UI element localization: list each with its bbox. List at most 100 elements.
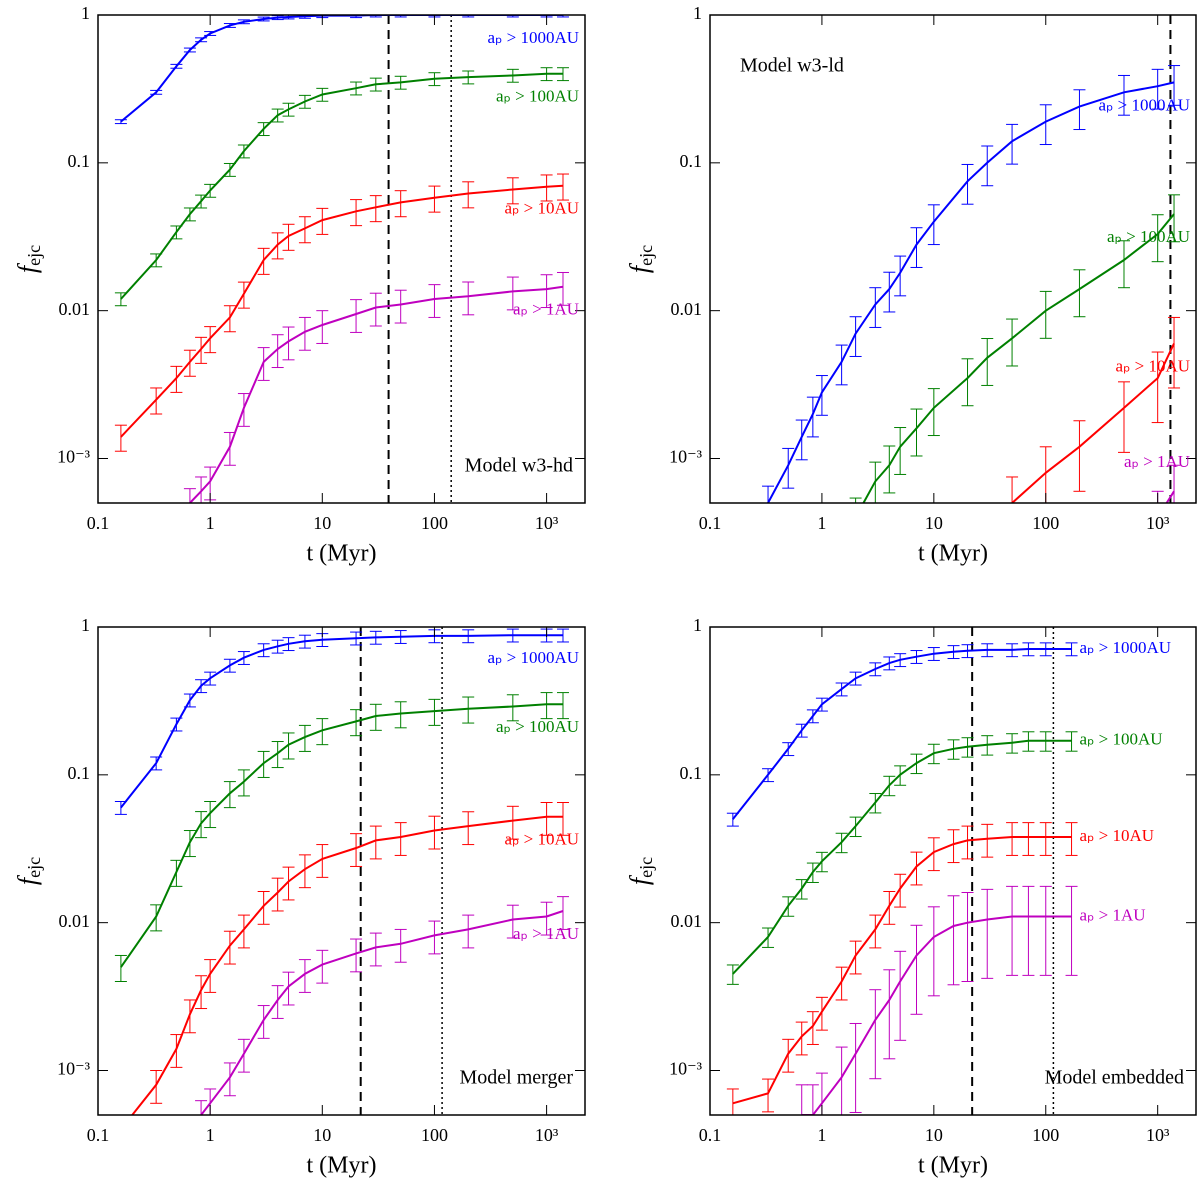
- x-tick-label: 1: [817, 1125, 826, 1145]
- error-bar: [257, 890, 270, 925]
- error-bar: [869, 989, 882, 1080]
- error-bar: [961, 358, 974, 407]
- y-tick-label: 0.01: [671, 911, 703, 931]
- error-bar: [462, 696, 475, 724]
- error-bar: [183, 488, 196, 503]
- error-bar: [1065, 642, 1078, 657]
- error-bar: [316, 718, 329, 746]
- error-bar: [1006, 318, 1019, 367]
- error-bar: [428, 185, 441, 213]
- axes-frame: [97, 626, 586, 1116]
- series-line: [801, 915, 1072, 1115]
- error-bar: [114, 424, 127, 452]
- plot-area: [114, 627, 569, 1115]
- series-line: [120, 634, 563, 809]
- series-line: [130, 815, 563, 1115]
- y-axis-label: fejc: [13, 245, 44, 273]
- y-axis-label: fejc: [625, 857, 656, 885]
- plot-area: [114, 15, 569, 503]
- error-bar: [981, 145, 994, 187]
- error-bar: [316, 949, 329, 984]
- y-tick-label: 1: [693, 3, 702, 23]
- error-bar: [369, 703, 382, 731]
- series-line: [120, 72, 563, 300]
- plot-area: [762, 15, 1181, 503]
- series-line: [120, 15, 563, 123]
- error-bar: [894, 427, 907, 475]
- error-bar: [1039, 104, 1052, 146]
- error-bar: [1022, 822, 1035, 856]
- annotation: Model merger: [460, 1067, 574, 1089]
- series-label: aₚ > 1000AU: [488, 648, 579, 667]
- x-axis-label: t (Myr): [918, 1153, 988, 1179]
- annotation: Model w3-hd: [465, 455, 573, 477]
- error-bar: [815, 375, 828, 416]
- error-bar: [806, 396, 819, 438]
- error-bar: [428, 284, 441, 318]
- series-label: aₚ > 100AU: [496, 87, 579, 106]
- error-bar: [1039, 446, 1052, 503]
- error-bar: [506, 805, 519, 840]
- x-tick-label: 10³: [1146, 1125, 1170, 1145]
- y-tick-label: 1: [81, 615, 90, 635]
- error-bar: [369, 195, 382, 223]
- error-bar: [815, 996, 828, 1031]
- error-bar: [835, 344, 848, 386]
- error-bar: [271, 334, 284, 369]
- y-tick-label: 10⁻³: [57, 447, 91, 467]
- error-bar: [350, 938, 363, 973]
- error-bar: [223, 930, 236, 965]
- error-bar: [1065, 885, 1078, 976]
- error-bar: [114, 954, 127, 982]
- error-bar: [726, 1088, 739, 1115]
- error-bar: [282, 866, 295, 901]
- error-bar: [394, 289, 407, 324]
- error-bar: [298, 724, 311, 752]
- error-bar: [894, 873, 907, 908]
- x-tick-label: 10: [925, 1125, 943, 1145]
- error-bar: [556, 271, 569, 306]
- error-bar: [195, 476, 208, 503]
- error-bar: [223, 1062, 236, 1097]
- error-bar: [806, 1084, 819, 1115]
- error-bar: [910, 408, 923, 457]
- error-bar: [271, 877, 284, 912]
- x-tick-label: 10: [313, 513, 331, 533]
- error-bar: [1006, 822, 1019, 856]
- error-bar: [1168, 464, 1181, 503]
- error-bar: [927, 837, 940, 872]
- error-bar: [806, 1011, 819, 1045]
- error-bar: [849, 316, 862, 357]
- error-bar: [271, 741, 284, 769]
- y-tick-label: 0.01: [59, 911, 91, 931]
- error-bar: [195, 1100, 208, 1115]
- error-bar: [556, 692, 569, 720]
- annotation: Model w3-ld: [740, 55, 844, 77]
- error-bar: [316, 310, 329, 344]
- error-bar: [795, 419, 808, 461]
- series-label: aₚ > 1AU: [513, 924, 579, 943]
- x-tick-label: 1: [206, 513, 215, 533]
- error-bar: [369, 292, 382, 327]
- error-bar: [462, 181, 475, 209]
- error-bar: [1117, 381, 1130, 453]
- error-bar: [237, 769, 250, 797]
- error-bar: [540, 801, 553, 836]
- error-bar: [1073, 420, 1086, 492]
- error-bar: [1073, 89, 1086, 131]
- series-label: aₚ > 100AU: [1107, 227, 1190, 246]
- error-bar: [540, 692, 553, 720]
- error-bar: [1065, 822, 1078, 856]
- y-tick-label: 1: [81, 3, 90, 23]
- error-bar: [556, 173, 569, 201]
- axes-frame: [97, 14, 586, 504]
- x-tick-label: 100: [1032, 513, 1059, 533]
- series-line: [1165, 490, 1175, 503]
- series-line: [120, 184, 564, 438]
- series-line: [767, 81, 1175, 503]
- error-bar: [114, 1114, 127, 1115]
- x-tick-label: 100: [421, 1125, 448, 1145]
- error-bar: [815, 1072, 828, 1115]
- error-bar: [961, 163, 974, 205]
